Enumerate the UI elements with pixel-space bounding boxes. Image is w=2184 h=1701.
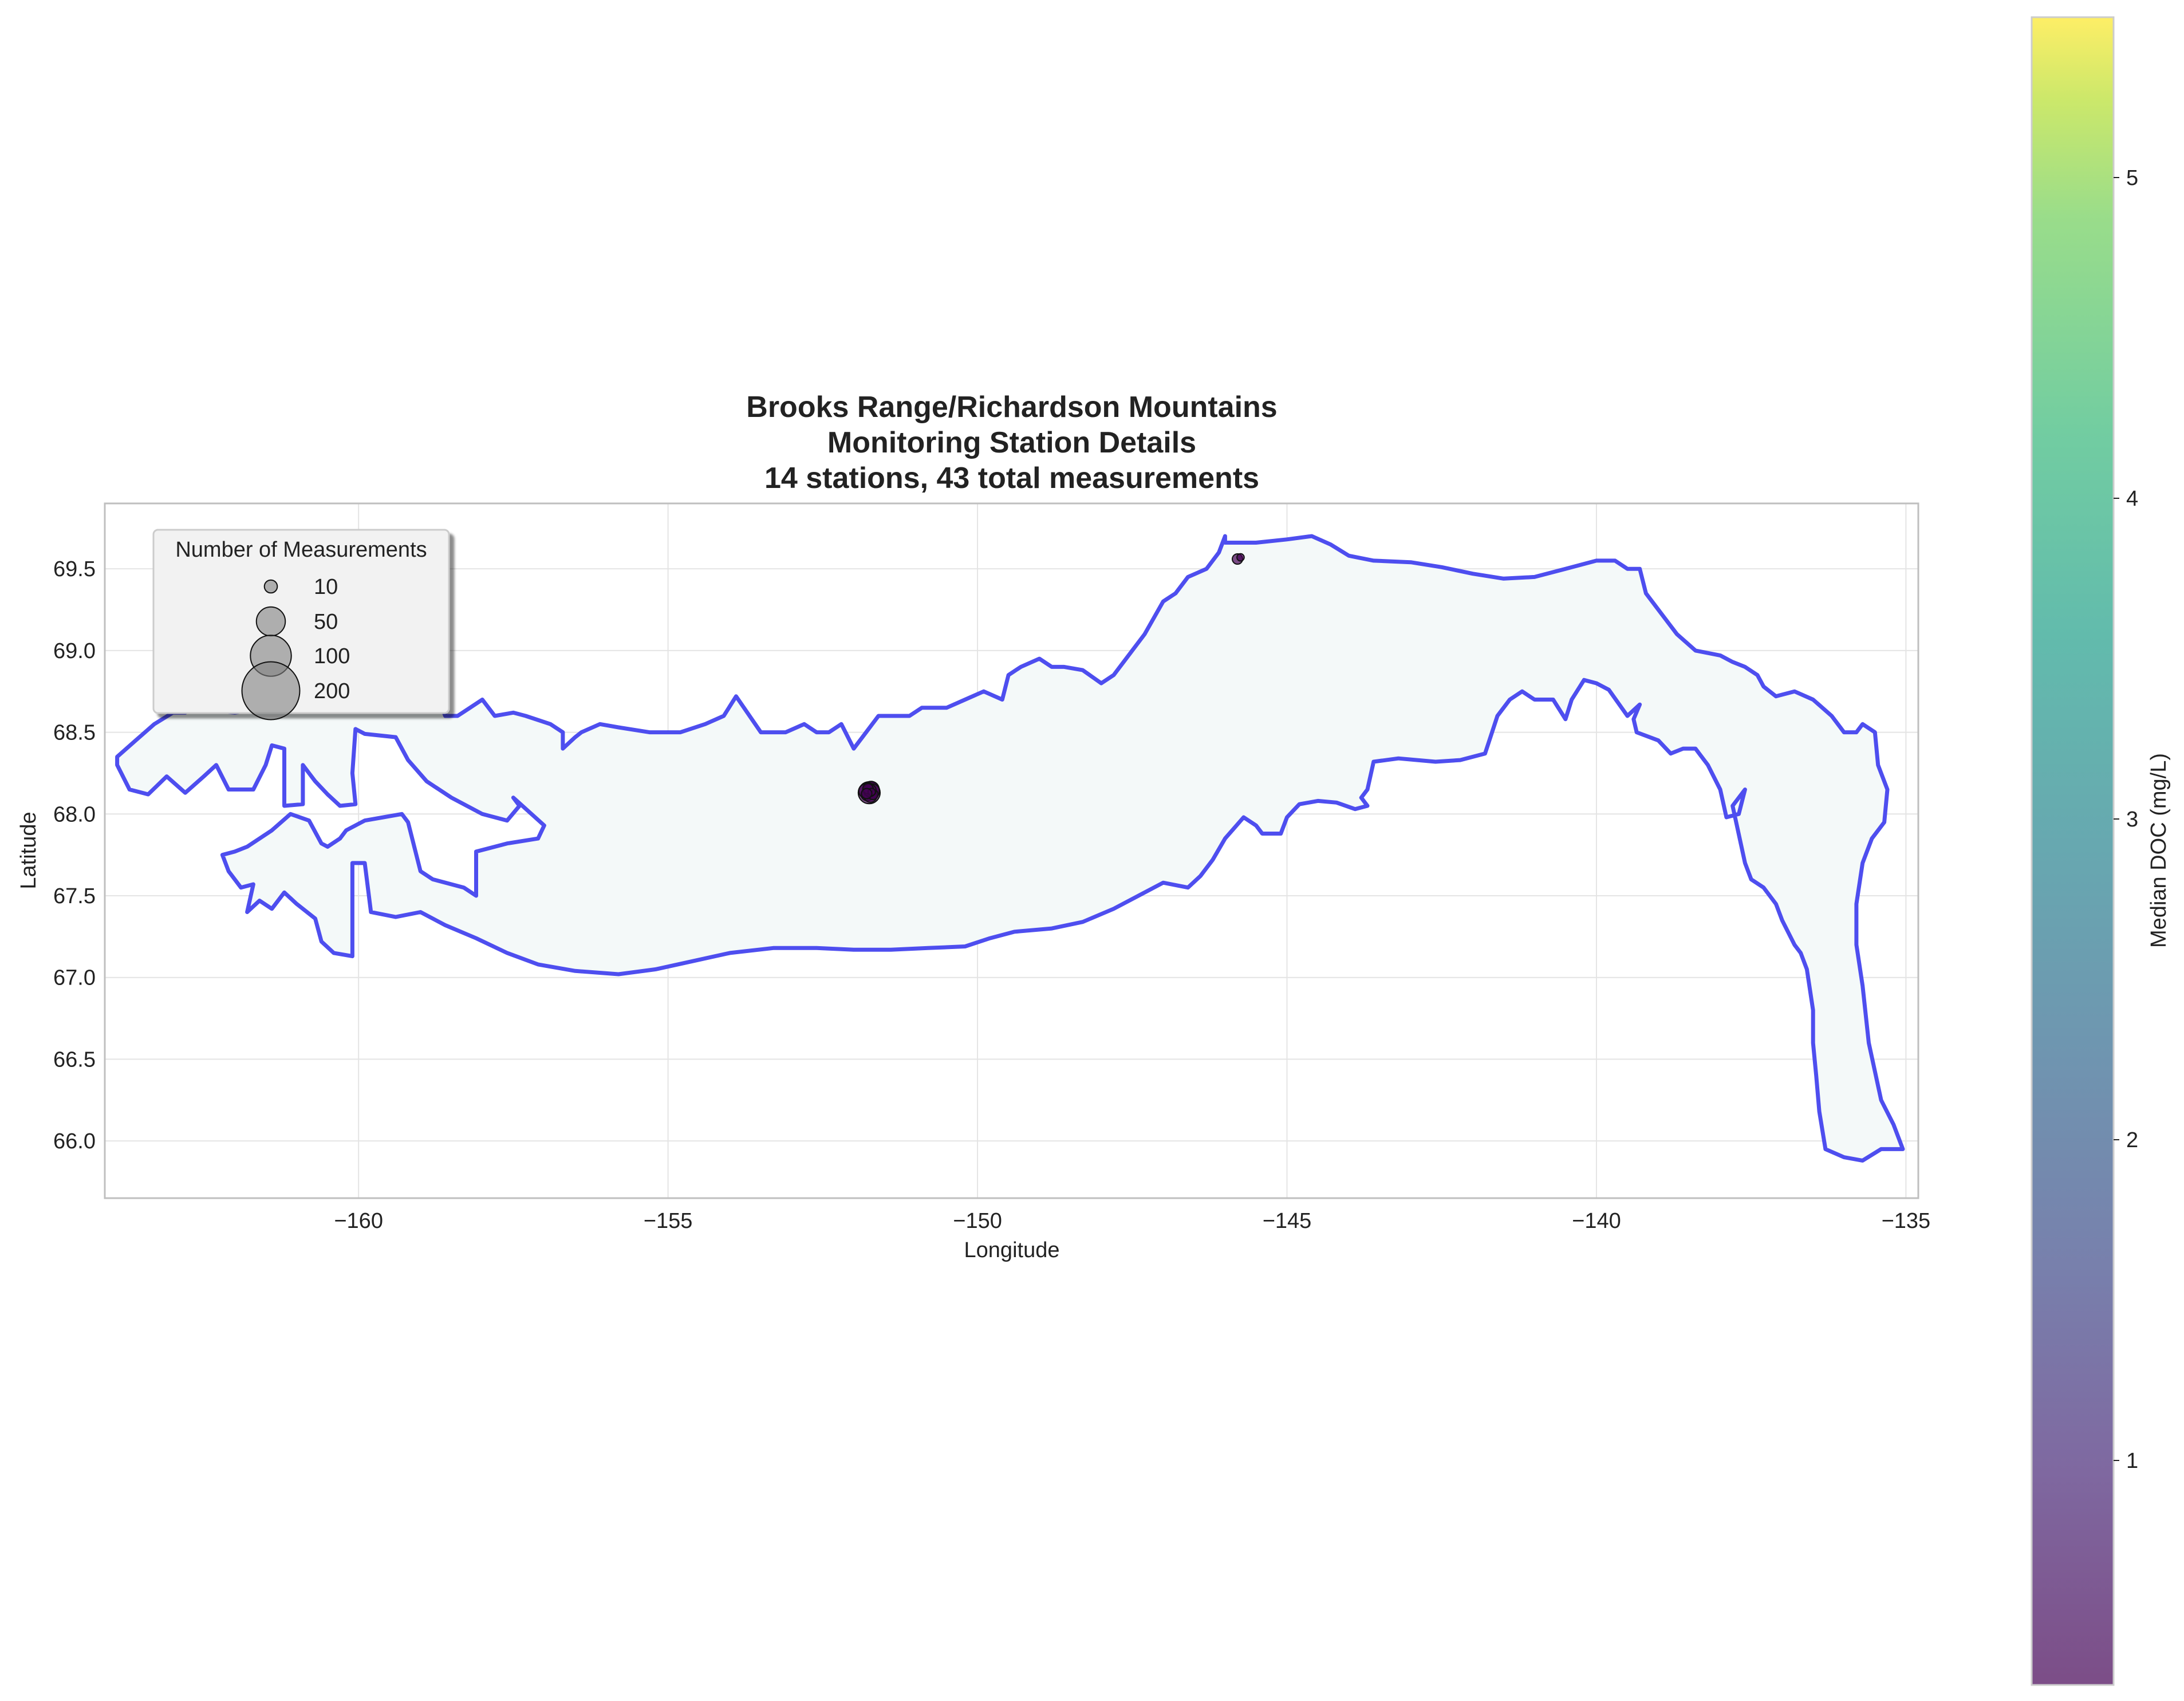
legend-size-marker xyxy=(263,579,278,594)
colorbar: 1 2 3 4 5 Median DOC (mg/L) xyxy=(2031,16,2171,1686)
colorbar-tick-label: 5 xyxy=(2126,166,2138,190)
chart-title: Brooks Range/Richardson Mountains Monito… xyxy=(746,391,1277,495)
legend-box xyxy=(152,529,450,714)
x-tick-label: −155 xyxy=(644,1209,693,1233)
y-tick-label: 68.5 xyxy=(53,721,96,745)
x-tick-label: −145 xyxy=(1263,1209,1312,1233)
y-tick-label: 66.0 xyxy=(53,1129,96,1153)
colorbar-tick-label: 4 xyxy=(2126,487,2138,511)
legend-size-marker xyxy=(241,661,301,720)
legend-entry-label: 200 xyxy=(314,679,350,703)
colorbar-tick-label: 3 xyxy=(2126,808,2138,832)
x-tick-label: −140 xyxy=(1572,1209,1621,1233)
colorbar-tick-labels: 1 2 3 4 5 xyxy=(2114,166,2138,1473)
x-tick-label: −150 xyxy=(953,1209,1002,1233)
station-markers xyxy=(857,553,1245,805)
region-outline xyxy=(115,534,1905,1163)
colorbar-tick-label: 1 xyxy=(2126,1449,2138,1473)
legend-entry-label: 100 xyxy=(314,644,350,668)
station-marker[interactable] xyxy=(861,788,873,800)
legend-entry-label: 10 xyxy=(314,575,338,599)
plot-frame xyxy=(104,502,1919,1199)
legend-size-marker xyxy=(255,606,286,637)
y-tick-labels: 66.0 66.5 67.0 67.5 68.0 68.5 69.0 69.5 xyxy=(53,557,96,1153)
y-tick-label: 68.0 xyxy=(53,802,96,826)
y-tick-label: 67.0 xyxy=(53,966,96,990)
y-tick-label: 66.5 xyxy=(53,1048,96,1072)
legend-title: Number of Measurements xyxy=(175,538,427,562)
y-tick-label: 69.5 xyxy=(53,557,96,581)
y-tick-label: 69.0 xyxy=(53,639,96,663)
station-marker[interactable] xyxy=(1236,553,1245,562)
y-tick-label: 67.5 xyxy=(53,884,96,908)
x-axis-label: Longitude xyxy=(964,1238,1060,1262)
title-line-3: 14 stations, 43 total measurements xyxy=(764,462,1259,495)
x-tick-labels: −160 −155 −150 −145 −140 −135 xyxy=(334,1209,1930,1233)
legend-entries: 10 50 100 200 xyxy=(241,575,350,720)
colorbar-label: Median DOC (mg/L) xyxy=(2147,753,2171,948)
title-line-2: Monitoring Station Details xyxy=(827,426,1196,459)
colorbar-gradient xyxy=(2031,16,2115,1686)
legend-entry-label: 50 xyxy=(314,610,338,634)
x-tick-label: −160 xyxy=(334,1209,383,1233)
title-line-1: Brooks Range/Richardson Mountains xyxy=(746,391,1277,424)
size-legend: Number of Measurements 10 50 100 200 xyxy=(152,529,450,720)
colorbar-tick-label: 2 xyxy=(2126,1128,2138,1152)
x-tick-label: −135 xyxy=(1882,1209,1931,1233)
y-axis-label: Latitude xyxy=(17,812,41,889)
